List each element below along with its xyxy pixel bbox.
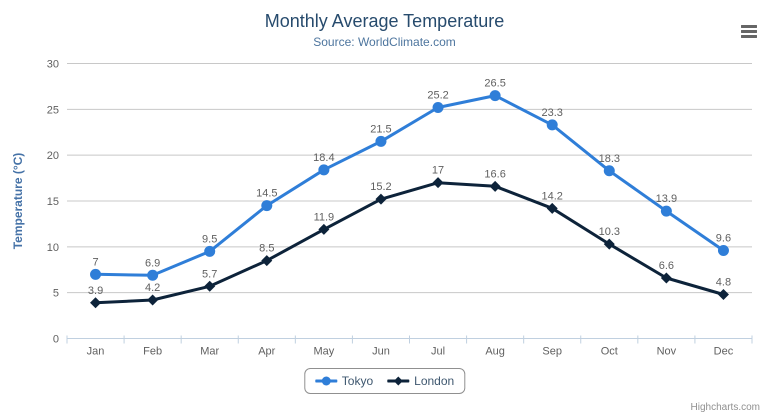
y-axis-label: 15 — [47, 196, 59, 208]
data-point-tokyo-nov[interactable] — [660, 205, 672, 217]
export-menu-button[interactable] — [739, 23, 759, 39]
series-line-tokyo[interactable] — [94, 94, 725, 277]
data-label-tokyo-sep: 23.3 — [541, 107, 562, 119]
data-label-london-feb: 4.2 — [145, 282, 160, 294]
data-point-london-feb[interactable] — [147, 294, 159, 306]
data-label-tokyo-mar: 9.5 — [202, 233, 217, 245]
data-label-london-mar: 5.7 — [202, 268, 217, 280]
legend-label-tokyo: Tokyo — [341, 374, 374, 388]
data-point-london-oct[interactable] — [603, 238, 615, 250]
data-label-tokyo-dec: 9.6 — [716, 233, 731, 245]
chart-title: Monthly Average Temperature — [264, 11, 505, 31]
data-label-tokyo-oct: 18.3 — [599, 153, 620, 165]
y-axis-title: Temperature (°C) — [11, 153, 25, 250]
data-point-london-nov[interactable] — [660, 272, 672, 284]
x-axis-label-jan: Jan — [87, 346, 105, 358]
chart-subtitle: Source: WorldClimate.com — [313, 35, 456, 49]
legend-item-tokyo[interactable]: Tokyo — [314, 374, 374, 388]
x-axis-label-sep: Sep — [542, 346, 562, 358]
x-axis-label-aug: Aug — [485, 346, 505, 358]
x-axis-label-jul: Jul — [431, 346, 445, 358]
data-point-london-mar[interactable] — [204, 280, 216, 292]
x-axis-label-mar: Mar — [200, 346, 219, 358]
data-point-london-jul[interactable] — [432, 177, 444, 189]
data-point-tokyo-jun[interactable] — [375, 135, 387, 147]
y-axis-label: 25 — [47, 104, 59, 116]
y-axis-label: 10 — [47, 242, 59, 254]
x-axis-label-may: May — [313, 346, 334, 358]
data-point-london-dec[interactable] — [717, 289, 729, 300]
data-label-london-dec: 4.8 — [716, 277, 731, 289]
x-axis-label-jun: Jun — [372, 346, 390, 358]
data-label-tokyo-aug: 26.5 — [484, 78, 505, 90]
data-label-london-nov: 6.6 — [659, 260, 674, 272]
data-point-tokyo-dec[interactable] — [717, 245, 729, 256]
legend-item-london[interactable]: London — [387, 374, 454, 388]
x-axis-label-apr: Apr — [258, 346, 275, 358]
data-point-tokyo-oct[interactable] — [603, 165, 615, 177]
data-label-london-oct: 10.3 — [599, 226, 620, 238]
data-label-london-jun: 15.2 — [370, 181, 391, 193]
data-label-london-jul: 17 — [432, 165, 444, 177]
data-point-tokyo-jul[interactable] — [432, 102, 444, 113]
x-axis-label-oct: Oct — [601, 346, 618, 358]
legend-label-london: London — [414, 374, 455, 388]
data-label-london-may: 11.9 — [314, 211, 335, 223]
data-point-tokyo-mar[interactable] — [204, 245, 216, 257]
legend: Tokyo London — [303, 368, 466, 394]
highcharts-credit[interactable]: Highcharts.com — [690, 402, 760, 413]
data-point-london-sep[interactable] — [546, 202, 558, 214]
data-label-london-aug: 16.6 — [484, 168, 505, 180]
data-label-tokyo-jan: 7 — [92, 256, 98, 268]
data-point-tokyo-jan[interactable] — [90, 268, 102, 280]
data-label-tokyo-jul: 25.2 — [427, 90, 448, 102]
x-axis-label-feb: Feb — [143, 346, 162, 358]
data-label-london-jan: 3.9 — [88, 285, 103, 297]
y-axis-label: 0 — [53, 334, 59, 346]
data-point-tokyo-sep[interactable] — [546, 119, 558, 131]
data-point-london-apr[interactable] — [261, 255, 273, 267]
data-point-london-aug[interactable] — [489, 180, 501, 192]
data-point-tokyo-may[interactable] — [318, 164, 330, 176]
y-axis-label: 20 — [47, 150, 59, 162]
data-label-tokyo-nov: 13.9 — [656, 193, 677, 205]
data-point-london-may[interactable] — [318, 223, 330, 235]
legend-marker-london — [387, 376, 410, 386]
data-label-tokyo-feb: 6.9 — [145, 257, 160, 269]
data-label-tokyo-apr: 14.5 — [256, 188, 277, 200]
data-point-london-jun[interactable] — [375, 193, 387, 205]
data-label-london-apr: 8.5 — [259, 243, 274, 255]
y-axis-label: 30 — [47, 59, 59, 71]
legend-marker-tokyo — [314, 376, 337, 386]
series-line-london[interactable] — [94, 181, 725, 305]
x-axis-label-nov: Nov — [657, 346, 677, 358]
data-point-tokyo-apr[interactable] — [261, 200, 273, 212]
data-label-tokyo-jun: 21.5 — [370, 123, 391, 135]
data-point-tokyo-aug[interactable] — [489, 90, 501, 102]
data-label-tokyo-may: 18.4 — [313, 152, 334, 164]
data-point-tokyo-feb[interactable] — [147, 269, 159, 281]
data-point-london-jan[interactable] — [90, 297, 102, 309]
x-axis-label-dec: Dec — [714, 346, 734, 358]
y-axis-label: 5 — [53, 288, 59, 300]
data-label-london-sep: 14.2 — [541, 190, 562, 202]
